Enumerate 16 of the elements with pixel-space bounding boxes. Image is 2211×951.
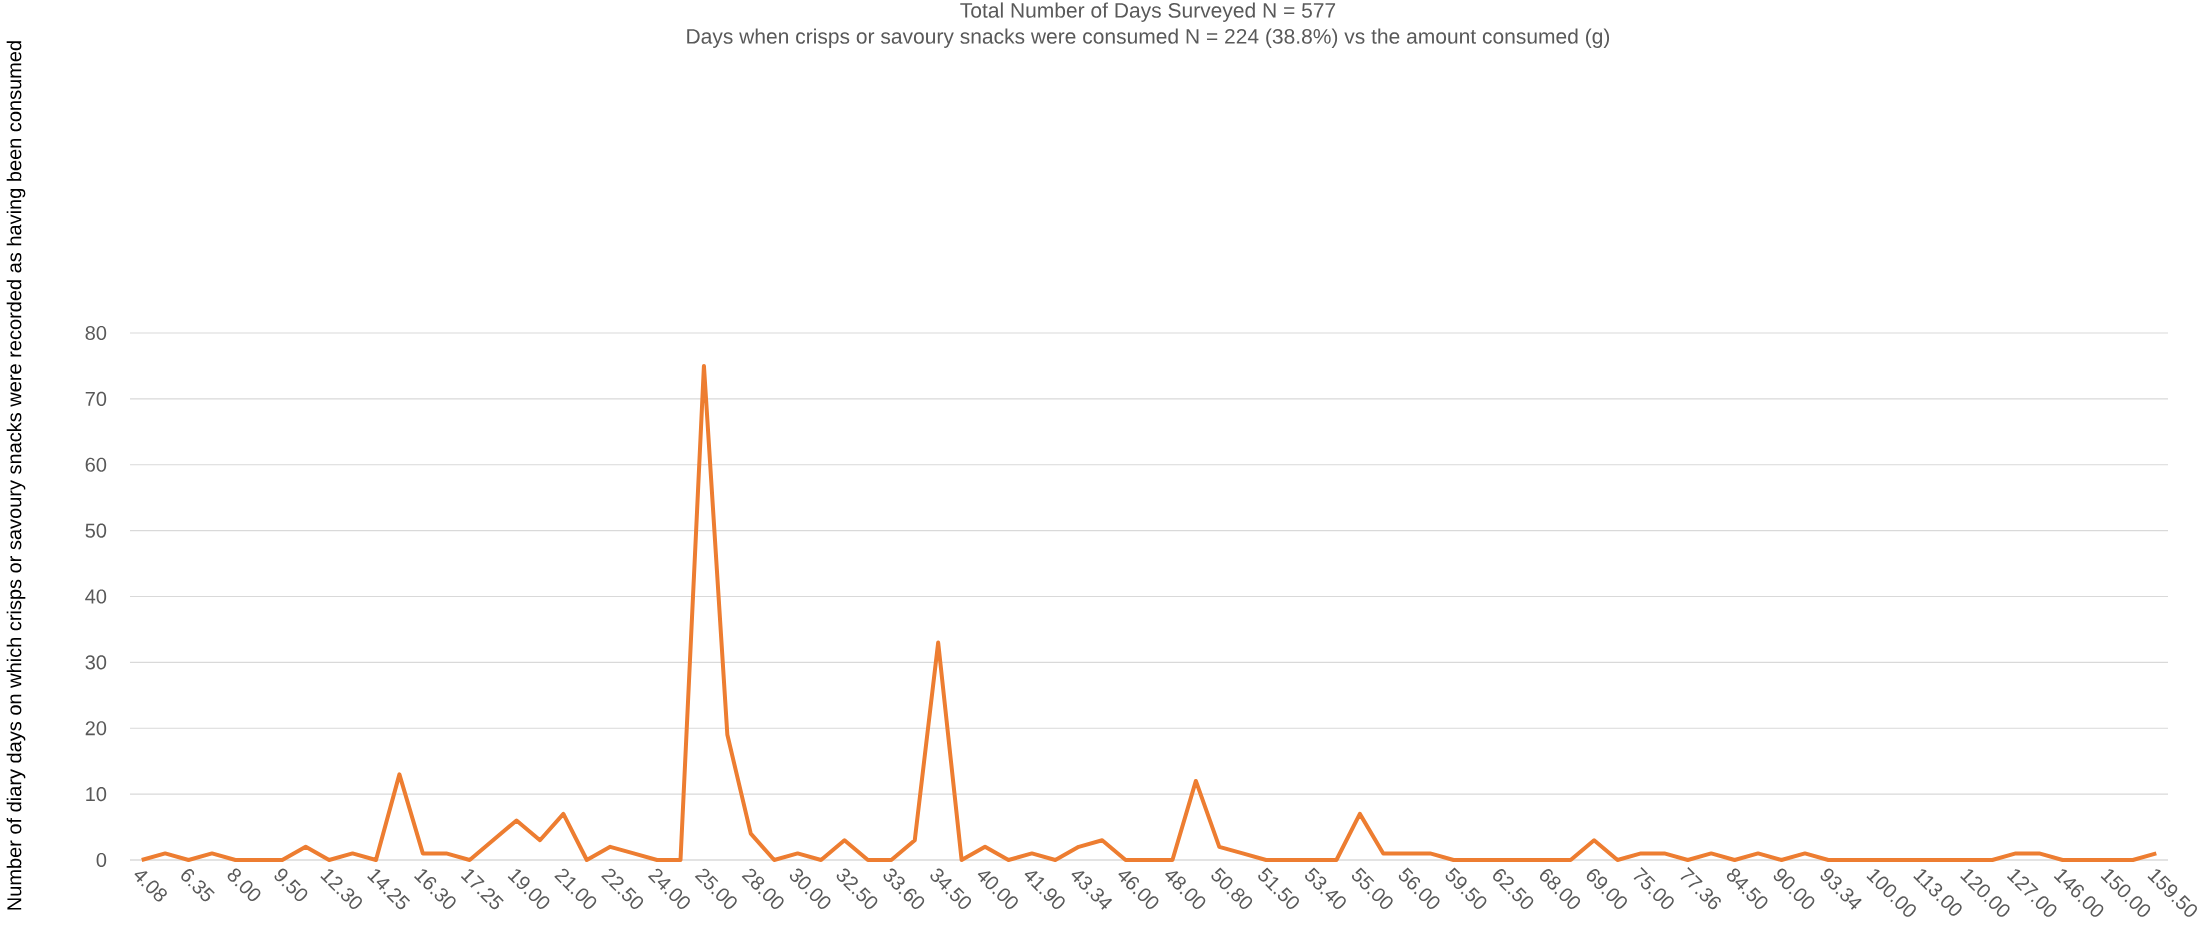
y-tick-label: 80 — [85, 325, 107, 341]
x-tick-label: 8.00 — [227, 868, 261, 902]
y-tick-label: 0 — [96, 852, 107, 868]
y-tick-label: 40 — [85, 589, 107, 604]
y-tick-label: 30 — [85, 655, 107, 670]
y-tick-label: 10 — [86, 787, 107, 802]
x-tick-label: 9.50 — [274, 868, 308, 902]
x-tick-label: 6.35 — [181, 869, 215, 902]
y-tick-label: 50 — [85, 523, 107, 538]
x-tick-label: 4.08 — [134, 871, 167, 902]
y-axis-title: Number of diary days on which crisps or savoury snacks were recorded as having been consumed — [6, 41, 26, 910]
chart-subtitle: Days when crisps or savoury snacks were consumed N = 224 (38.8%) vs the amount consumed (g) — [687, 28, 1610, 48]
chart-title: Total Number of Days Surveyed N = 577 — [960, 2, 1336, 22]
y-tick-label: 60 — [85, 457, 107, 472]
y-tick-label: 20 — [85, 721, 107, 736]
y-tick-label: 70 — [85, 391, 107, 406]
